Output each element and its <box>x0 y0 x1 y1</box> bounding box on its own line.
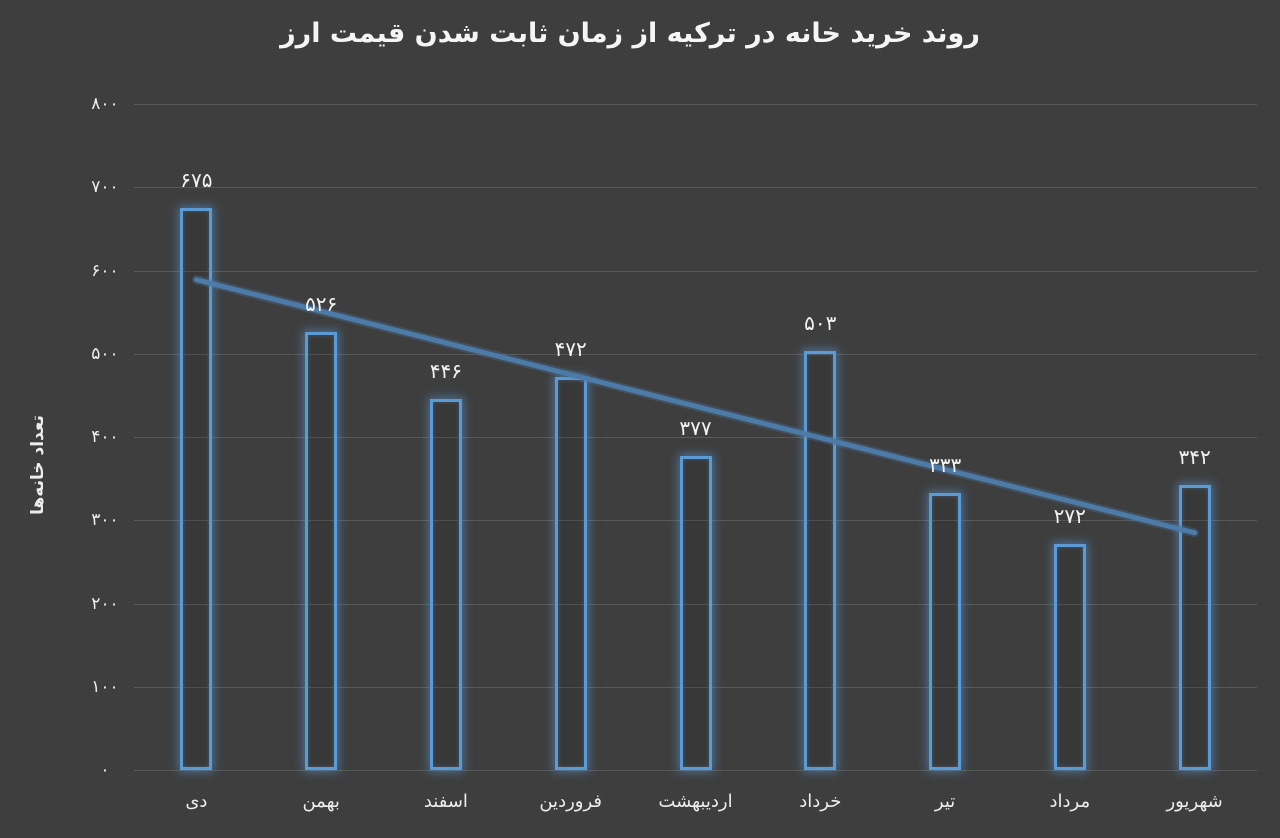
bar-value-label: ۶۷۵ <box>180 168 213 193</box>
bar-اردیبهشت <box>679 456 712 770</box>
y-axis-title: تعداد خانه‌ها <box>28 415 48 515</box>
x-axis-label-مرداد: مرداد <box>1049 791 1091 812</box>
x-axis-label-خرداد: خرداد <box>799 791 842 812</box>
gridline-0 <box>134 770 1257 771</box>
bar-value-label: ۳۷۷ <box>679 416 712 441</box>
bar-value-label: ۳۳۳ <box>928 452 962 477</box>
plot-area <box>134 104 1257 771</box>
bar-اسفند <box>429 398 462 770</box>
bar-value-label: ۴۴۶ <box>429 358 462 383</box>
bar-value-label: ۲۷۲ <box>1053 503 1086 528</box>
y-tick-label: ۲۰۰ <box>91 593 119 614</box>
gridline-700 <box>134 187 1257 189</box>
y-tick-label: ۱۰۰ <box>91 676 119 697</box>
bar-مرداد <box>1053 543 1086 770</box>
chart-title: روند خرید خانه در ترکیه از زمان ثابت شدن… <box>280 18 980 49</box>
bar-دی <box>180 208 213 770</box>
gridline-200 <box>134 603 1257 605</box>
y-tick-label: ۷۰۰ <box>91 177 119 198</box>
x-axis-label-تیر: تیر <box>934 791 956 812</box>
y-tick-label: ۶۰۰ <box>91 260 119 281</box>
gridline-500 <box>134 353 1257 355</box>
gridline-600 <box>134 270 1257 272</box>
bar-value-label: ۳۴۲ <box>1178 445 1211 470</box>
gridline-300 <box>134 520 1257 522</box>
x-axis-label-بهمن: بهمن <box>302 791 340 812</box>
y-tick-label: ۳۰۰ <box>91 510 119 531</box>
y-tick-label: ۰ <box>100 760 110 780</box>
y-tick-label: ۸۰۰ <box>91 94 119 114</box>
x-axis-label-فروردین: فروردین <box>539 791 603 812</box>
x-axis-label-شهریور: شهریور <box>1166 791 1223 812</box>
y-tick-label: ۵۰۰ <box>91 343 119 364</box>
bar-خرداد <box>804 351 837 770</box>
gridline-100 <box>134 686 1257 688</box>
bar-value-label: ۵۰۳ <box>804 311 837 336</box>
x-axis-label-اردیبهشت: اردیبهشت <box>658 791 733 812</box>
x-axis-label-اسفند: اسفند <box>423 791 468 812</box>
gridline-800 <box>134 104 1257 105</box>
gridline-400 <box>134 437 1257 438</box>
bar-فروردین <box>554 377 587 770</box>
bar-بهمن <box>305 332 338 770</box>
bar-value-label: ۴۷۲ <box>554 337 587 362</box>
trendline <box>191 275 1200 538</box>
y-tick-label: ۴۰۰ <box>91 427 119 447</box>
bar-value-label: ۵۲۶ <box>305 292 338 317</box>
bar-تیر <box>929 492 962 770</box>
trendline-line <box>193 277 1198 536</box>
x-axis-label-دی: دی <box>185 791 208 812</box>
